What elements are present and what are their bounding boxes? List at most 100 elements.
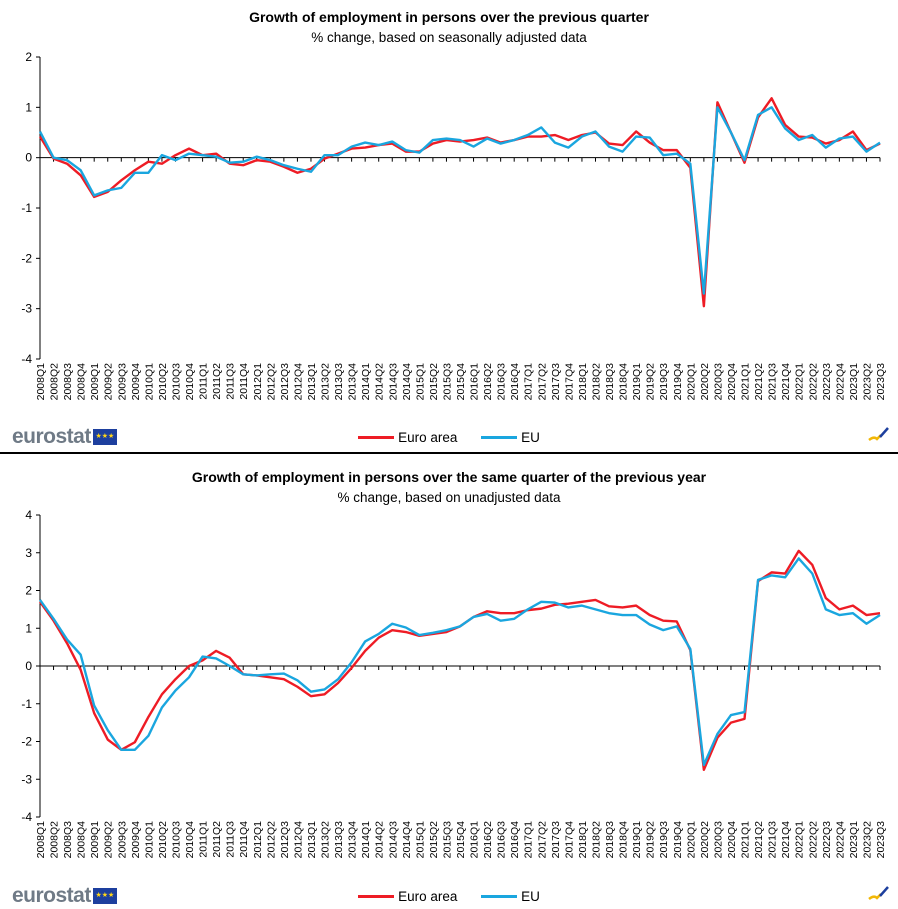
x-tick-label: 2009Q3 bbox=[116, 821, 128, 859]
x-tick-label: 2008Q2 bbox=[49, 821, 61, 859]
x-tick-label: 2021Q4 bbox=[780, 821, 792, 859]
x-tick-label: 2019Q2 bbox=[645, 821, 657, 859]
x-tick-label: 2011Q1 bbox=[198, 363, 210, 400]
legend-item-euro-area: Euro area bbox=[358, 889, 457, 904]
x-tick-label: 2018Q1 bbox=[577, 821, 589, 859]
x-tick-label: 2009Q1 bbox=[89, 821, 101, 859]
x-tick-label: 2014Q3 bbox=[387, 821, 399, 859]
x-tick-label: 2023Q3 bbox=[875, 363, 887, 401]
x-tick-label: 2014Q1 bbox=[360, 821, 372, 859]
eurostat-logo-text: eurostat bbox=[12, 425, 91, 448]
x-tick-label: 2014Q3 bbox=[387, 363, 399, 401]
x-tick-label: 2008Q2 bbox=[49, 363, 61, 401]
y-tick-label: -2 bbox=[21, 735, 32, 749]
x-tick-label: 2008Q1 bbox=[35, 821, 47, 859]
x-tick-label: 2022Q4 bbox=[834, 821, 846, 859]
x-tick-label: 2015Q1 bbox=[414, 821, 426, 859]
x-tick-label: 2023Q1 bbox=[848, 821, 860, 859]
x-tick-label: 2014Q2 bbox=[374, 363, 386, 401]
panel-divider bbox=[0, 452, 898, 454]
y-tick-label: 0 bbox=[25, 151, 32, 165]
x-tick-label: 2013Q3 bbox=[333, 363, 345, 401]
x-tick-label: 2018Q3 bbox=[604, 363, 616, 401]
legend-swatch-eu bbox=[481, 895, 518, 898]
x-tick-label: 2020Q3 bbox=[712, 363, 724, 401]
x-tick-label: 2023Q2 bbox=[861, 821, 873, 859]
y-tick-label: 4 bbox=[25, 508, 32, 522]
legend-label-euro-area: Euro area bbox=[398, 430, 458, 445]
y-tick-label: -1 bbox=[21, 697, 32, 711]
x-tick-label: 2011Q3 bbox=[225, 821, 237, 858]
x-tick-label: 2010Q1 bbox=[143, 363, 155, 401]
x-tick-label: 2010Q2 bbox=[157, 363, 169, 401]
x-tick-label: 2017Q4 bbox=[563, 363, 575, 401]
eurostat-logo: eurostat ★★★ bbox=[12, 425, 117, 449]
y-tick-label: -3 bbox=[21, 772, 32, 786]
x-tick-label: 2016Q4 bbox=[509, 363, 521, 401]
legend-label-eu: EU bbox=[521, 889, 540, 904]
x-tick-label: 2022Q3 bbox=[821, 363, 833, 401]
x-tick-label: 2008Q3 bbox=[62, 821, 74, 859]
x-tick-label: 2008Q3 bbox=[62, 363, 74, 401]
x-tick-label: 2015Q2 bbox=[428, 363, 440, 401]
x-tick-label: 2013Q2 bbox=[320, 821, 332, 859]
x-tick-label: 2021Q1 bbox=[740, 363, 752, 401]
x-tick-label: 2021Q2 bbox=[753, 363, 765, 401]
x-tick-label: 2018Q3 bbox=[604, 821, 616, 859]
x-tick-label: 2015Q3 bbox=[441, 363, 453, 401]
x-tick-label: 2016Q1 bbox=[469, 821, 481, 859]
legend-item-eu: EU bbox=[481, 430, 540, 445]
series-line-eu bbox=[38, 106, 881, 295]
x-tick-label: 2019Q1 bbox=[631, 363, 643, 401]
eurostat-logo: eurostat ★★★ bbox=[12, 884, 117, 908]
x-tick-label: 2012Q1 bbox=[252, 363, 264, 401]
y-tick-label: 1 bbox=[25, 621, 32, 635]
y-tick-label: 2 bbox=[25, 584, 32, 598]
x-tick-label: 2019Q1 bbox=[631, 821, 643, 859]
x-tick-label: 2010Q3 bbox=[170, 821, 182, 859]
x-tick-label: 2009Q4 bbox=[130, 363, 142, 401]
y-tick-label: 1 bbox=[25, 100, 32, 114]
x-tick-label: 2017Q4 bbox=[563, 821, 575, 859]
y-tick-label: 2 bbox=[25, 50, 32, 64]
x-tick-label: 2023Q3 bbox=[875, 821, 887, 859]
x-tick-label: 2018Q2 bbox=[590, 363, 602, 401]
x-tick-label: 2017Q2 bbox=[536, 821, 548, 859]
x-tick-label: 2014Q1 bbox=[360, 363, 372, 401]
eu-flag-icon: ★★★ bbox=[92, 429, 117, 445]
x-tick-label: 2012Q4 bbox=[292, 363, 304, 401]
x-tick-label: 2008Q1 bbox=[35, 363, 47, 401]
x-tick-label: 2022Q3 bbox=[821, 821, 833, 859]
x-tick-label: 2022Q1 bbox=[794, 363, 806, 401]
chart-legend: Euro area EU bbox=[0, 427, 898, 445]
x-tick-label: 2020Q3 bbox=[712, 821, 724, 859]
x-tick-label: 2011Q2 bbox=[211, 821, 223, 858]
x-tick-label: 2010Q4 bbox=[184, 363, 196, 401]
x-tick-label: 2015Q1 bbox=[414, 363, 426, 401]
chart-subtitle: % change, based on unadjusted data bbox=[337, 490, 561, 505]
x-tick-label: 2016Q2 bbox=[482, 821, 494, 859]
x-tick-label: 2020Q2 bbox=[699, 821, 711, 859]
x-tick-label: 2008Q4 bbox=[76, 363, 88, 401]
y-tick-label: 3 bbox=[25, 546, 32, 560]
x-tick-label: 2013Q4 bbox=[347, 821, 359, 859]
x-tick-label: 2018Q4 bbox=[618, 363, 630, 401]
x-tick-label: 2022Q2 bbox=[807, 363, 819, 401]
x-tick-label: 2015Q2 bbox=[428, 821, 440, 859]
legend-label-euro-area: Euro area bbox=[398, 889, 458, 904]
x-tick-label: 2022Q1 bbox=[794, 821, 806, 859]
x-tick-label: 2016Q3 bbox=[496, 363, 508, 401]
x-tick-label: 2017Q3 bbox=[550, 821, 562, 859]
x-tick-label: 2021Q1 bbox=[740, 821, 752, 859]
x-tick-label: 2009Q2 bbox=[103, 363, 115, 401]
x-tick-label: 2018Q1 bbox=[577, 363, 589, 401]
eu-flag-icon: ★★★ bbox=[92, 888, 117, 904]
x-tick-label: 2020Q4 bbox=[726, 821, 738, 859]
eurostat-logo-text: eurostat bbox=[12, 884, 91, 907]
chart-panel-previous-quarter: Growth of employment in persons over the… bbox=[0, 9, 898, 449]
series-line-euro-area bbox=[39, 549, 881, 772]
legend-item-eu: EU bbox=[481, 889, 540, 904]
x-tick-label: 2022Q2 bbox=[807, 821, 819, 859]
x-tick-label: 2018Q2 bbox=[590, 821, 602, 859]
